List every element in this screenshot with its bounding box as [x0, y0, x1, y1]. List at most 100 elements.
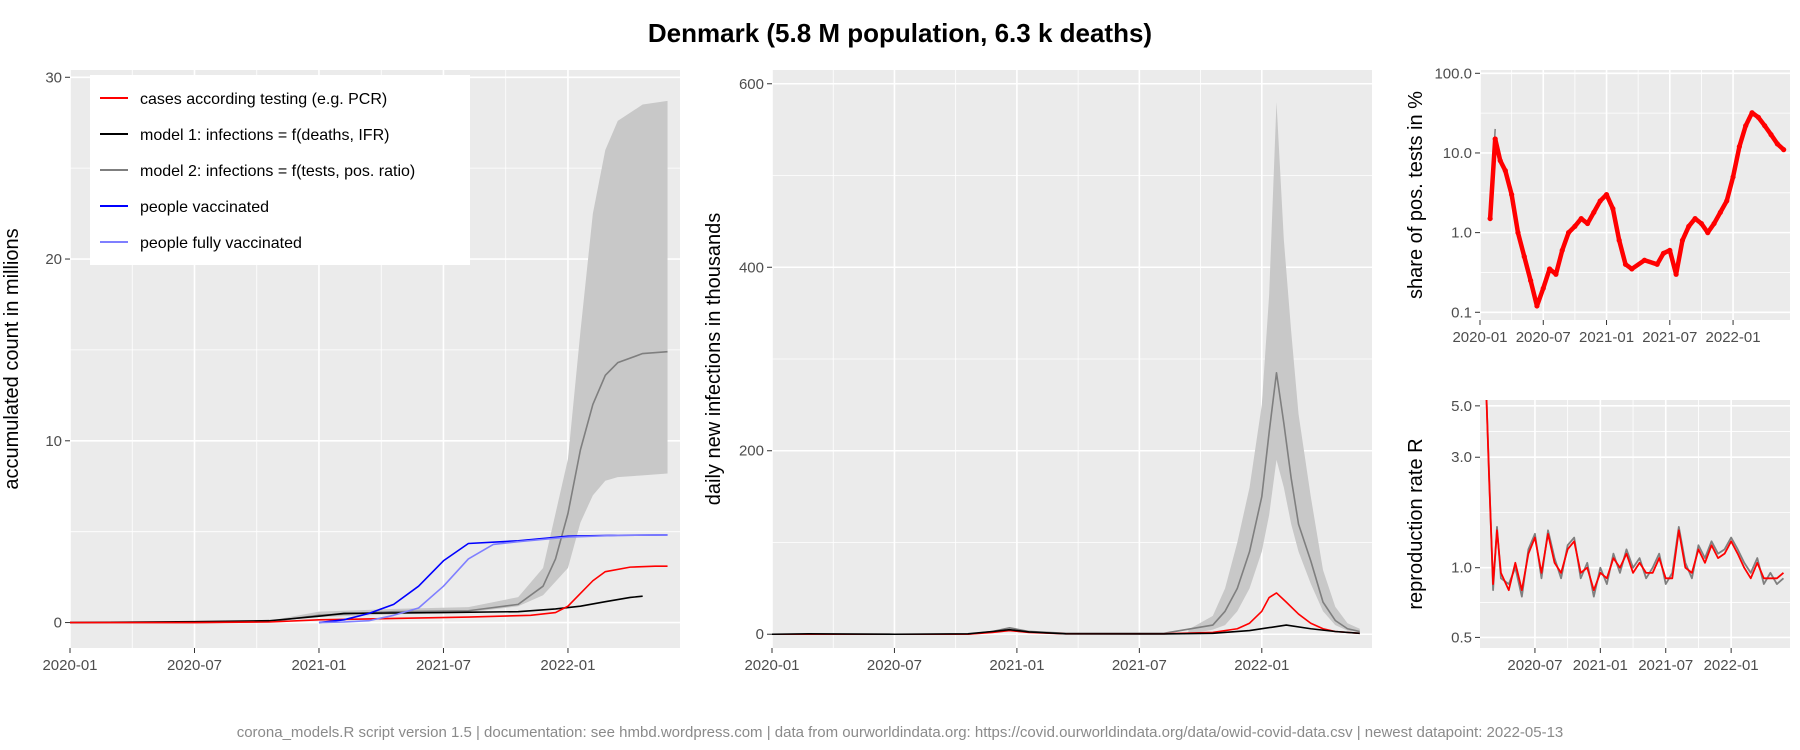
x-tick-label: 2021-07 [1638, 657, 1693, 674]
positive-share-point [1540, 285, 1546, 291]
y-tick-label: 100.0 [1434, 65, 1472, 82]
model2-line [772, 371, 1360, 636]
x-tick-label: 2021-01 [291, 657, 346, 674]
plot-area [1487, 110, 1787, 309]
positive-share-point [1673, 271, 1679, 277]
model1-line [772, 624, 1360, 636]
positive-share-point [1534, 303, 1540, 309]
positive-share-point [1521, 253, 1527, 260]
x-tick-label: 2021-07 [416, 657, 471, 674]
positive-share-point [1755, 114, 1761, 120]
positive-share-point [1641, 257, 1648, 263]
y-tick-label: 200 [739, 443, 764, 460]
y-tick-label: 0.5 [1451, 629, 1472, 646]
y-tick-label: 30 [45, 69, 62, 86]
y-axis-title: share of pos. tests in % [1405, 91, 1427, 299]
y-tick-label: 0.1 [1451, 304, 1472, 321]
x-tick-label: 2021-07 [1642, 329, 1697, 346]
positive-share-point [1497, 158, 1503, 164]
positive-share-point [1591, 209, 1597, 215]
x-tick-label: 2020-07 [1507, 657, 1562, 674]
positive-share-point [1686, 223, 1692, 229]
x-tick-label: 2021-01 [1573, 657, 1628, 674]
fully-vaccinated-line [318, 534, 668, 624]
positive-share-point [1736, 144, 1742, 150]
plot-area [1485, 400, 1785, 598]
positive-share-point [1698, 220, 1705, 227]
positive-share-point [1762, 123, 1768, 129]
positive-share-point [1502, 168, 1508, 174]
x-tick-label: 2021-01 [989, 657, 1044, 674]
plot-area [772, 102, 1360, 636]
positive-share-point [1610, 206, 1616, 212]
x-tick-label: 2020-01 [1452, 329, 1507, 346]
positive-share-point [1724, 198, 1730, 204]
y-tick-label: 1.0 [1451, 560, 1472, 577]
x-tick-label: 2020-01 [42, 657, 97, 674]
x-tick-label: 2022-01 [1706, 329, 1761, 346]
positive-share-point [1692, 215, 1698, 222]
positive-share-point [1711, 220, 1717, 227]
panel-daily-new-infections: 2020-01 2020-07 2021-01 2021-07 2022-01 0 200 4… [703, 70, 1372, 674]
cases-line [70, 565, 668, 624]
positive-share-point [1515, 230, 1521, 236]
legend-label-model1: model 1: infections = f(deaths, IFR) [140, 127, 389, 144]
legend-label-cases: cases according testing (e.g. PCR) [140, 91, 387, 108]
y-tick-label: 1.0 [1451, 225, 1472, 242]
positive-share-point [1509, 192, 1515, 198]
legend-label-fully-vaccinated: people fully vaccinated [140, 235, 302, 252]
panel-share-positive-tests: 2020-01 2020-07 2021-01 2021-07 2022-01 0.1 1.… [1405, 65, 1790, 346]
x-tick-label: 2021-01 [1579, 329, 1634, 346]
y-tick-label: 600 [739, 76, 764, 93]
legend: cases according testing (e.g. PCR) model … [90, 75, 470, 265]
cases-line [1485, 400, 1785, 592]
y-axis-title: accumulated count in millions [1, 228, 23, 489]
x-tick-label: 2020-07 [167, 657, 222, 674]
positive-share-point [1717, 209, 1724, 215]
positive-share-point [1616, 237, 1622, 243]
x-tick-label: 2022-01 [1234, 657, 1289, 674]
x-tick-label: 2020-07 [1516, 329, 1571, 346]
panel-background [1480, 400, 1790, 648]
y-tick-label: 10.0 [1443, 145, 1472, 162]
y-tick-label: 0 [54, 615, 62, 632]
legend-label-model2: model 2: infections = f(tests, pos. rati… [140, 163, 415, 180]
positive-share-trace [1487, 110, 1786, 309]
positive-share-point [1667, 247, 1673, 253]
y-tick-label: 20 [45, 251, 62, 268]
y-tick-label: 3.0 [1451, 449, 1472, 466]
x-tick-label: 2022-01 [540, 657, 595, 674]
positive-share-point [1487, 215, 1493, 222]
legend-background [90, 75, 470, 265]
positive-share-point [1553, 271, 1559, 277]
positive-share-point [1565, 230, 1572, 236]
panel-background [1480, 70, 1790, 320]
positive-share-point [1743, 123, 1749, 129]
positive-share-point [1492, 136, 1498, 142]
x-tick-label: 2022-01 [1704, 657, 1759, 674]
y-axis-title: reproduction rate R [1405, 438, 1427, 609]
positive-share-point [1705, 230, 1711, 236]
panel-accumulated-count: 2020-01 2020-07 2021-01 2021-07 2022-01 0 10 20… [1, 69, 680, 674]
positive-share-point [1603, 192, 1610, 198]
positive-share-point [1572, 223, 1578, 229]
positive-share-point [1578, 215, 1584, 222]
legend-label-vaccinated: people vaccinated [140, 199, 269, 216]
positive-share-point [1584, 220, 1591, 227]
model1-line [70, 595, 643, 624]
positive-share-point [1629, 266, 1635, 272]
chart-title: Denmark (5.8 M population, 6.3 k deaths) [647, 18, 1153, 48]
plot-area [70, 100, 668, 624]
positive-share-point [1774, 141, 1780, 147]
model2-uncertainty-band [1188, 102, 1360, 635]
x-tick-label: 2020-07 [867, 657, 922, 674]
positive-share-point [1597, 198, 1603, 204]
positive-share-point [1781, 147, 1787, 153]
positive-share-point [1768, 132, 1774, 138]
positive-share-point [1622, 261, 1629, 267]
y-axis-title: daily new infections in thousands [703, 213, 725, 505]
positive-share-point [1654, 261, 1660, 267]
positive-share-point [1528, 277, 1534, 284]
positive-share-point [1546, 266, 1553, 272]
